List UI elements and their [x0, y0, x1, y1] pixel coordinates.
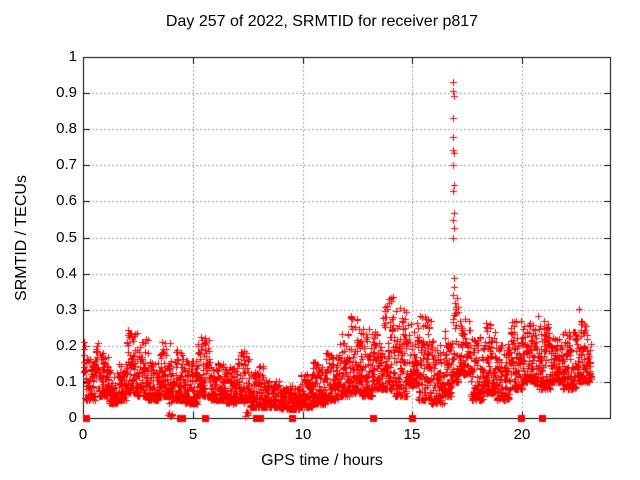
y-tick-label: 0.2	[56, 337, 77, 354]
x-tick-label: 20	[513, 426, 531, 443]
chart-title: Day 257 of 2022, SRMTID for receiver p81…	[165, 13, 479, 30]
y-tick-label: 0.3	[56, 301, 77, 318]
y-tick-label: 0.6	[56, 192, 77, 209]
y-tick-label: 0.1	[56, 373, 77, 390]
x-axis-label: GPS time / hours	[261, 452, 383, 469]
y-tick-label: 1	[68, 48, 77, 65]
y-tick-label: 0.8	[56, 120, 77, 137]
y-tick-label: 0.4	[56, 265, 77, 282]
x-tick-label: 15	[403, 426, 421, 443]
x-tick-label: 5	[188, 426, 198, 443]
x-tick-label: 10	[294, 426, 312, 443]
y-tick-label: 0.5	[56, 229, 77, 246]
x-tick-label: 0	[78, 426, 88, 443]
y-tick-label: 0.9	[56, 84, 77, 101]
y-tick-label: 0	[68, 409, 77, 426]
y-tick-label: 0.7	[56, 156, 77, 173]
